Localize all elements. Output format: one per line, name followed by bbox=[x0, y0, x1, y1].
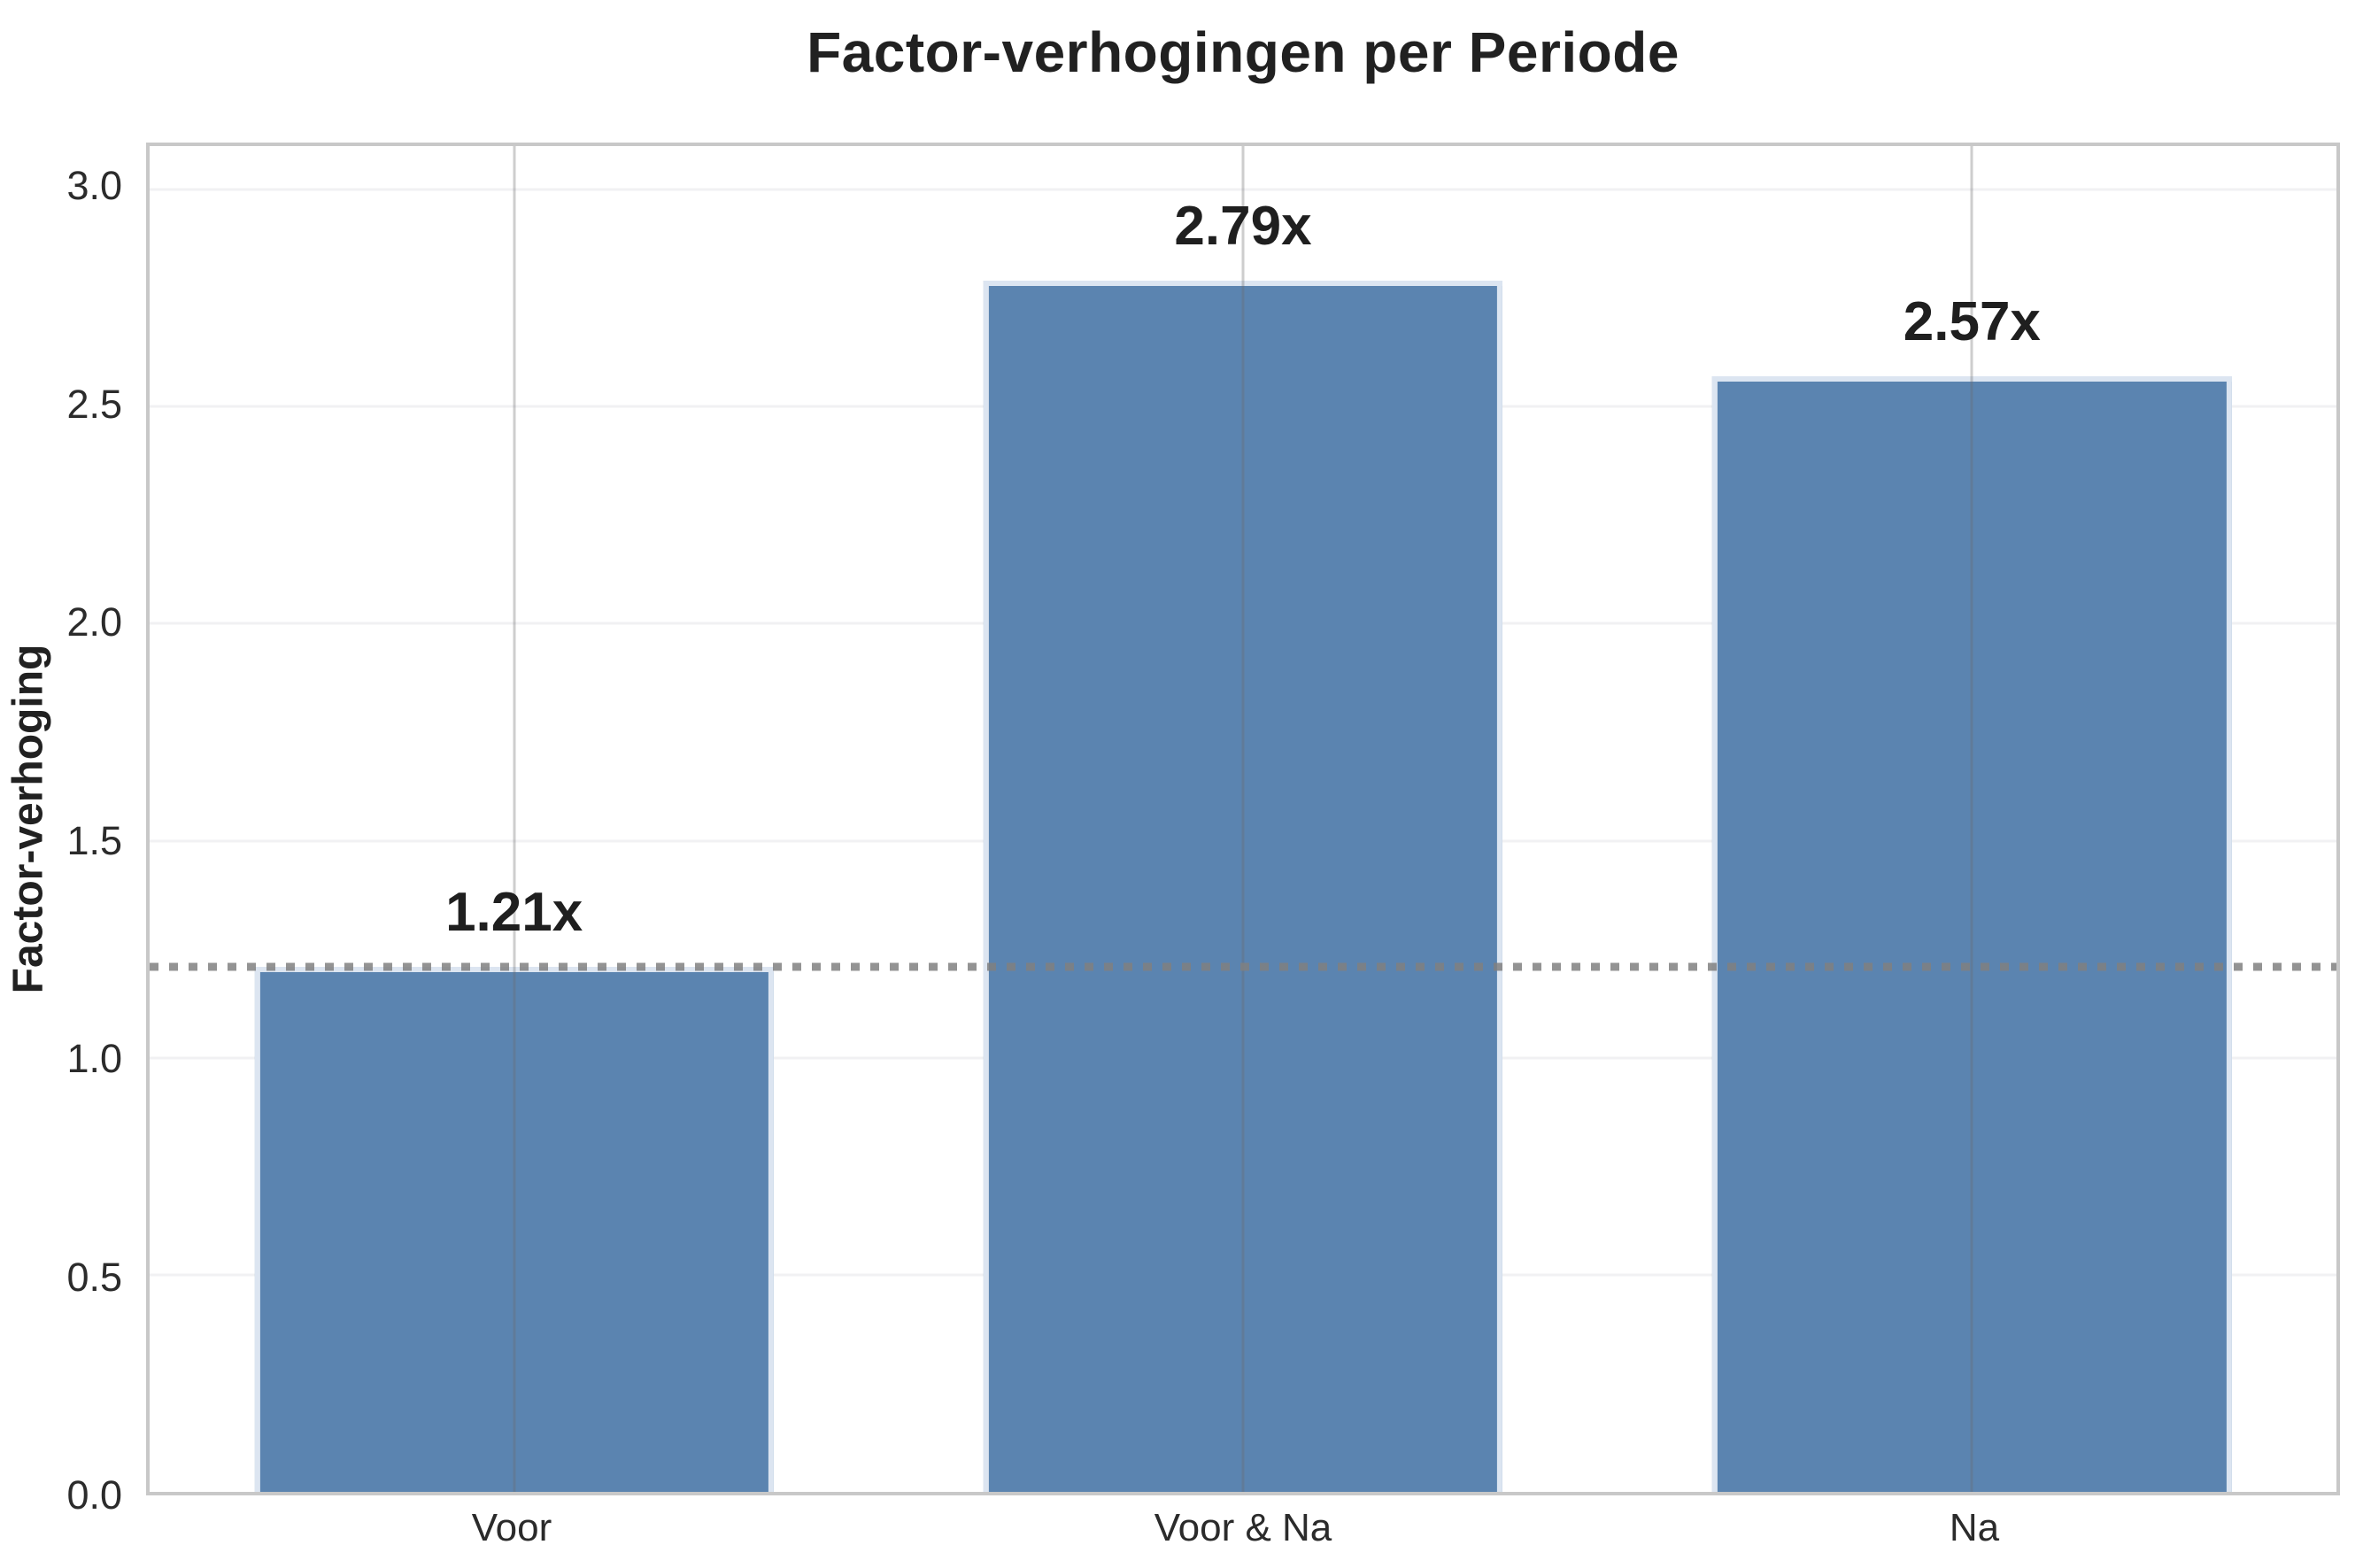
vertical-gridline bbox=[1241, 146, 1245, 1492]
reference-line bbox=[150, 962, 2336, 971]
plot-inner: 1.21x 2.79x 2.57x bbox=[150, 146, 2336, 1492]
y-tick-label: 1.0 bbox=[66, 1036, 122, 1082]
y-tick-label: 2.5 bbox=[66, 381, 122, 427]
bar-value-label: 2.57x bbox=[1903, 290, 2041, 352]
bar-value-label: 2.79x bbox=[1174, 196, 1312, 257]
bar-voor-na bbox=[983, 281, 1503, 1492]
y-axis-ticks: 0.0 0.5 1.0 1.5 2.0 2.5 3.0 bbox=[0, 143, 122, 1518]
plot-area: 1.21x 2.79x 2.57x bbox=[146, 143, 2340, 1495]
bar-value-label: 1.21x bbox=[445, 881, 583, 943]
chart-title: Factor-verhogingen per Periode bbox=[807, 20, 1680, 84]
y-tick-label: 0.0 bbox=[66, 1472, 122, 1518]
x-tick-label: Voor bbox=[471, 1506, 552, 1549]
y-tick-label: 2.0 bbox=[66, 599, 122, 645]
horizontal-gridline bbox=[150, 188, 2336, 191]
bar-na bbox=[1712, 375, 2232, 1492]
vertical-gridline bbox=[513, 146, 516, 1492]
x-tick-label: Na bbox=[1949, 1506, 2000, 1549]
vertical-gridline bbox=[1970, 146, 1973, 1492]
y-tick-label: 1.5 bbox=[66, 817, 122, 863]
y-tick-label: 3.0 bbox=[66, 163, 122, 209]
x-tick-label: Voor & Na bbox=[1154, 1506, 1332, 1549]
y-tick-label: 0.5 bbox=[66, 1254, 122, 1300]
x-axis-ticks: Voor Voor & Na Na bbox=[146, 1506, 2340, 1559]
